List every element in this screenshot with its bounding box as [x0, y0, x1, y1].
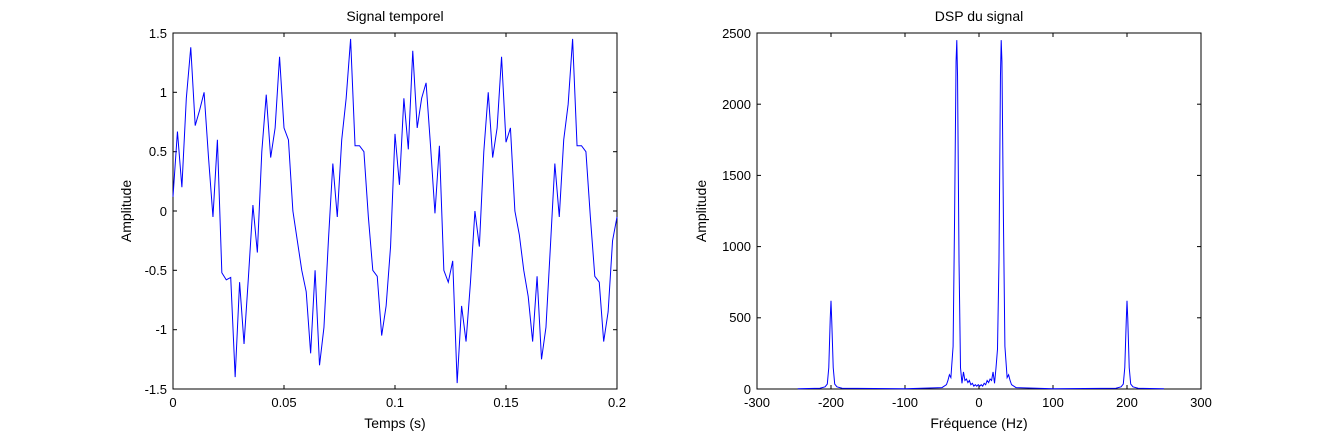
- time-xtick-label: 0: [169, 395, 176, 410]
- time-xtick-marks: [283, 33, 507, 389]
- time-xlabel: Temps (s): [364, 415, 425, 431]
- psd-xtick-label: 100: [1042, 395, 1064, 410]
- psd-xtick-label: 0: [975, 395, 982, 410]
- psd-xtick-label: -200: [818, 395, 844, 410]
- psd-xtick-label: -100: [892, 395, 918, 410]
- psd-ytick-label: 1000: [722, 239, 751, 254]
- psd-ylabel: Amplitude: [693, 180, 709, 242]
- psd-line: [797, 40, 1165, 390]
- time-xtick-label: 0.15: [493, 395, 518, 410]
- psd-ytick-label: 500: [729, 310, 751, 325]
- time-xtick-label: 0.05: [271, 395, 296, 410]
- psd-ytick-label: 2000: [722, 97, 751, 112]
- psd-xtick-label: 300: [1190, 395, 1212, 410]
- time-ylabel: Amplitude: [118, 180, 134, 242]
- time-xtick-label: 0.1: [386, 395, 404, 410]
- psd-ytick-label: 1500: [722, 168, 751, 183]
- psd-xtick-label: -300: [744, 395, 770, 410]
- time-ytick-label: 1: [160, 85, 167, 100]
- time-plot-area: [172, 32, 618, 390]
- psd-ytick-label: 2500: [722, 26, 751, 41]
- psd-plot-area: [756, 32, 1202, 390]
- time-ytick-label: 0.5: [149, 144, 167, 159]
- time-signal-chart: Signal temporel 1.5 1 0.5 0 -0.5 -1 -1.5…: [118, 8, 626, 431]
- time-ytick-label: 0: [160, 204, 167, 219]
- psd-ytick-marks: [757, 103, 1201, 319]
- time-chart-title: Signal temporel: [346, 8, 443, 24]
- time-ytick-label: -0.5: [145, 263, 167, 278]
- time-ytick-label: -1.5: [145, 382, 167, 397]
- psd-xlabel: Fréquence (Hz): [930, 415, 1027, 431]
- time-signal-line: [172, 38, 618, 384]
- psd-ytick-label: 0: [744, 382, 751, 397]
- time-ytick-marks: [173, 32, 617, 331]
- psd-chart: DSP du signal 2500 2000 1500 1000 500 0 …: [693, 8, 1212, 431]
- psd-chart-title: DSP du signal: [935, 8, 1023, 24]
- time-ytick-label: 1.5: [149, 26, 167, 41]
- time-ytick-label: -1: [155, 322, 167, 337]
- psd-xtick-marks: [830, 33, 1128, 389]
- psd-xtick-label: 200: [1116, 395, 1138, 410]
- time-xtick-label: 0.2: [608, 395, 626, 410]
